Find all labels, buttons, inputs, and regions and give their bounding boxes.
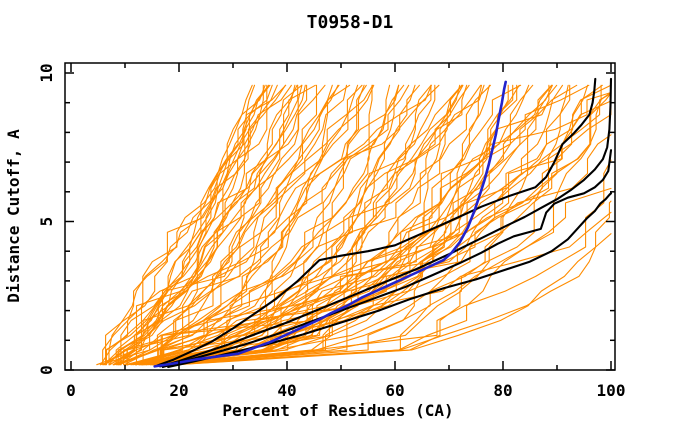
highlighted-model-2 — [159, 77, 613, 368]
ensemble-model-curve — [108, 84, 264, 366]
x-axis-title: Percent of Residues (CA) — [222, 401, 453, 420]
ensemble-model-curve — [126, 84, 363, 366]
ensemble-model-curve — [160, 84, 590, 366]
ensemble-model-curve — [161, 92, 612, 366]
ensemble-model-curve — [162, 84, 603, 366]
x-tick-label: 40 — [277, 381, 296, 400]
ensemble-model-curve — [145, 84, 522, 366]
ensemble-model-curve — [126, 84, 410, 366]
x-tick-label: 100 — [597, 381, 626, 400]
ensemble-model-curve — [118, 84, 340, 366]
ensemble-model-curve — [117, 84, 316, 366]
x-tick-label: 60 — [385, 381, 404, 400]
ensemble-model-curve — [161, 233, 612, 366]
x-tick-label: 20 — [169, 381, 188, 400]
y-tick-label: 5 — [37, 217, 56, 227]
ensemble-model-curve — [156, 84, 553, 366]
ensemble-model-curve — [175, 187, 612, 366]
ensemble-model-curve — [159, 84, 612, 366]
ensemble-model-curve — [163, 91, 612, 366]
ensemble-model-curve — [141, 84, 534, 366]
ensemble-model-curve — [151, 84, 491, 366]
ensemble-model-curve — [113, 84, 306, 366]
ensemble-model-curve — [130, 84, 367, 366]
ensemble-model-curve — [135, 84, 463, 366]
ensemble-model-curve — [99, 84, 253, 366]
ensemble-model-curve — [119, 84, 303, 366]
ensemble-model-curve — [149, 84, 578, 366]
reference-model-blue — [153, 80, 508, 368]
ensemble-model-curve — [108, 84, 256, 366]
ensemble-model-curve — [141, 84, 482, 366]
ensemble-model-curve — [135, 84, 432, 366]
ensemble-model-curve — [123, 84, 400, 366]
ensemble-model-curve — [117, 84, 292, 366]
ensemble-model-curve — [108, 84, 298, 366]
ensemble-model-curve — [144, 84, 432, 366]
ensemble-model-curve — [152, 84, 553, 366]
highlighted-model-3 — [161, 149, 613, 369]
ensemble-model-curve — [132, 84, 440, 366]
ensemble-model-curve — [105, 84, 299, 366]
x-tick-label: 80 — [493, 381, 512, 400]
ensemble-model-curve — [149, 84, 530, 366]
y-tick-label: 0 — [37, 365, 56, 375]
ensemble-model-curve — [120, 84, 348, 366]
ensemble-model-curve — [113, 84, 303, 366]
chart-title: T0958-D1 — [307, 12, 394, 33]
axis-ticks — [65, 63, 615, 371]
ensemble-model-curve — [105, 84, 270, 366]
ensemble-model-curve — [153, 84, 520, 366]
ensemble-model-curve — [138, 84, 509, 366]
ensemble-model-curve — [163, 134, 612, 366]
ensemble-model-curve — [175, 200, 612, 366]
ensemble-model-curve — [127, 84, 333, 366]
ensemble-model-curve — [148, 84, 490, 366]
highlighted-model-4 — [167, 192, 613, 369]
ensemble-model-curve — [156, 92, 612, 366]
ensemble-model-curve — [160, 84, 612, 366]
ensemble-model-curve — [135, 84, 463, 366]
x-tick-label: 0 — [66, 381, 76, 400]
ensemble-model-curve — [173, 159, 612, 366]
ensemble-model-curve — [134, 84, 464, 366]
tick-labels: 0 20 40 60 80 100 0 5 10 — [37, 63, 625, 400]
ensemble-model-curve — [105, 84, 268, 366]
plot-frame — [64, 62, 616, 371]
ensemble-model-curve — [118, 84, 351, 366]
y-axis-title: Distance Cutoff, A — [4, 129, 23, 303]
ensemble-model-curve — [115, 84, 296, 366]
ensemble-model-curve — [126, 84, 374, 366]
ensemble-model-curve — [96, 84, 271, 366]
ensemble-model-curve — [120, 84, 326, 366]
y-tick-label: 10 — [37, 63, 56, 82]
ensemble-model-curve — [127, 84, 375, 366]
ensemble-model-curve — [116, 84, 359, 366]
highlighted-model-1 — [156, 77, 597, 367]
curves-layer — [96, 77, 613, 369]
ensemble-model-curve — [102, 84, 278, 366]
